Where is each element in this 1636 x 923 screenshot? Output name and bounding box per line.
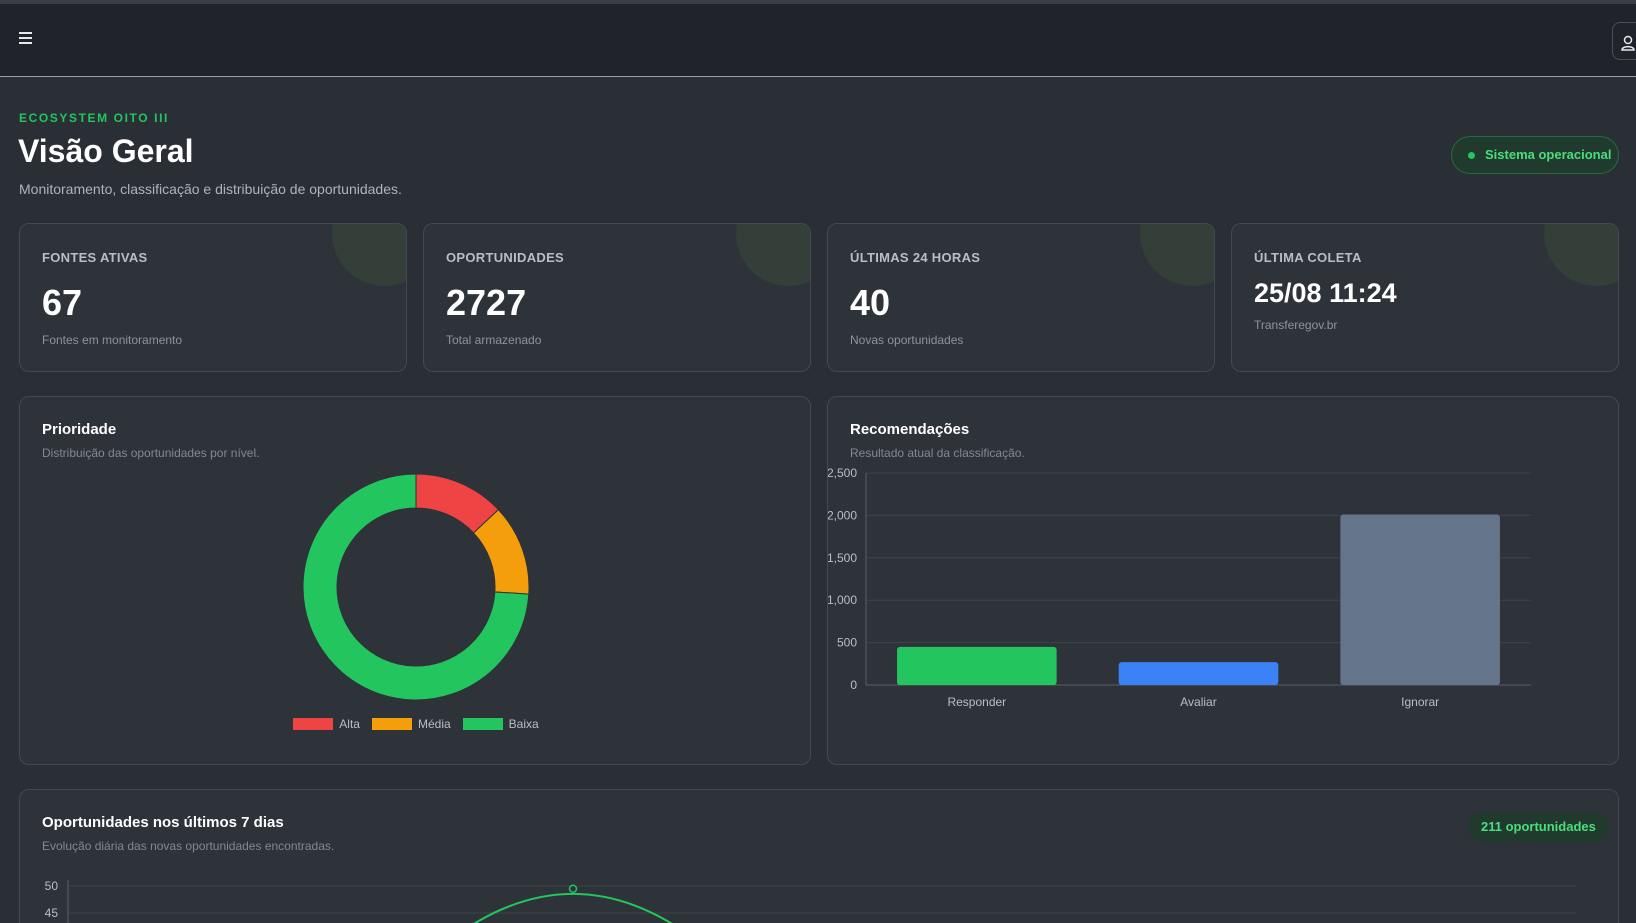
card-decoration — [1140, 224, 1214, 286]
hamburger-menu-icon[interactable] — [14, 29, 36, 51]
stat-label: ÚLTIMAS 24 HORAS — [850, 250, 981, 265]
card-title: Prioridade — [42, 421, 117, 438]
stat-card-sources: FONTES ATIVAS 67 Fontes em monitoramento — [19, 223, 407, 372]
legend-swatch — [371, 718, 412, 730]
card-subtitle: Resultado atual da classificação. — [850, 446, 1025, 460]
stat-caption: Novas oportunidades — [850, 333, 964, 347]
stat-value: 25/08 11:24 — [1254, 278, 1397, 308]
stat-caption: Fontes em monitoramento — [42, 333, 183, 347]
y-tick-label: 1,500 — [828, 551, 857, 565]
legend-item[interactable]: Alta — [293, 717, 360, 731]
stat-caption: Transferegov.br — [1254, 318, 1338, 332]
stat-card-last-24h: ÚLTIMAS 24 HORAS 40 Novas oportunidades — [827, 223, 1215, 372]
page-title: Visão Geral — [18, 133, 194, 169]
legend-label: Alta — [339, 717, 360, 731]
card-title: Oportunidades nos últimos 7 dias — [42, 814, 284, 831]
legend-label: Baixa — [508, 717, 539, 731]
y-tick-label: 50 — [45, 879, 59, 893]
card-decoration — [1544, 224, 1618, 286]
chart-legend: Alta Média Baixa — [20, 717, 810, 731]
stat-caption: Total armazenado — [446, 333, 542, 347]
stat-value: 40 — [850, 282, 891, 323]
stat-card-opportunities: OPORTUNIDADES 2727 Total armazenado — [423, 223, 811, 372]
x-tick-label: Responder — [947, 695, 1006, 709]
bar-avaliar[interactable] — [1118, 662, 1279, 685]
status-text: Sistema operacional — [1485, 147, 1612, 162]
weekly-card: Oportunidades nos últimos 7 dias Evoluçã… — [19, 789, 1619, 923]
priority-doughnut-chart — [302, 473, 530, 701]
count-badge: 211 oportunidades — [1468, 812, 1609, 842]
x-tick-label: Avaliar — [1180, 695, 1216, 709]
recommendations-bar-chart: 0 500 1,000 1,500 2,000 2,500 Responder Avaliar… — [828, 466, 1531, 709]
card-decoration — [332, 224, 406, 286]
stat-value: 67 — [42, 282, 83, 323]
legend-item[interactable]: Baixa — [462, 717, 539, 731]
card-subtitle: Evolução diária das novas oportunidades … — [42, 839, 335, 853]
card-decoration — [736, 224, 810, 286]
y-tick-label: 2,500 — [828, 466, 857, 480]
stat-card-last-collection: ÚLTIMA COLETA 25/08 11:24 Transferegov.b… — [1231, 223, 1619, 372]
card-subtitle: Distribuição das oportunidades por nível… — [42, 446, 260, 460]
status-dot-icon — [1468, 152, 1475, 159]
top-navbar — [0, 4, 1636, 77]
legend-swatch — [293, 718, 334, 730]
legend-label: Média — [417, 717, 451, 731]
card-title: Recomendações — [850, 421, 970, 438]
y-tick-label: 500 — [837, 636, 857, 650]
y-tick-label: 1,000 — [828, 593, 857, 607]
status-badge: Sistema operacional — [1451, 136, 1619, 174]
y-tick-label: 0 — [850, 678, 857, 692]
stat-value: 2727 — [446, 282, 527, 323]
legend-swatch — [462, 718, 503, 730]
window-top-edge — [0, 0, 1636, 4]
weekly-line-chart: 50 45 — [45, 879, 1576, 923]
series-line — [473, 893, 673, 923]
bar-ignorar[interactable] — [1340, 514, 1500, 685]
stat-label: FONTES ATIVAS — [42, 250, 148, 265]
data-point[interactable] — [568, 884, 578, 894]
app-eyebrow: ECOSYSTEM OITO III — [19, 111, 169, 125]
y-tick-label: 45 — [45, 906, 59, 920]
page-subtitle: Monitoramento, classificação e distribui… — [19, 181, 402, 197]
bar-responder[interactable] — [897, 646, 1057, 685]
doughnut-slice-baixa[interactable] — [302, 473, 530, 701]
legend-item[interactable]: Média — [371, 717, 451, 731]
recommendations-card: Recomendações Resultado atual da classif… — [827, 396, 1619, 765]
stat-label: ÚLTIMA COLETA — [1254, 250, 1362, 265]
x-tick-label: Ignorar — [1401, 695, 1439, 709]
y-tick-label: 2,000 — [828, 508, 857, 522]
priority-card: Prioridade Distribuição das oportunidade… — [19, 396, 811, 765]
user-icon[interactable] — [1612, 22, 1636, 60]
stat-label: OPORTUNIDADES — [446, 250, 565, 265]
